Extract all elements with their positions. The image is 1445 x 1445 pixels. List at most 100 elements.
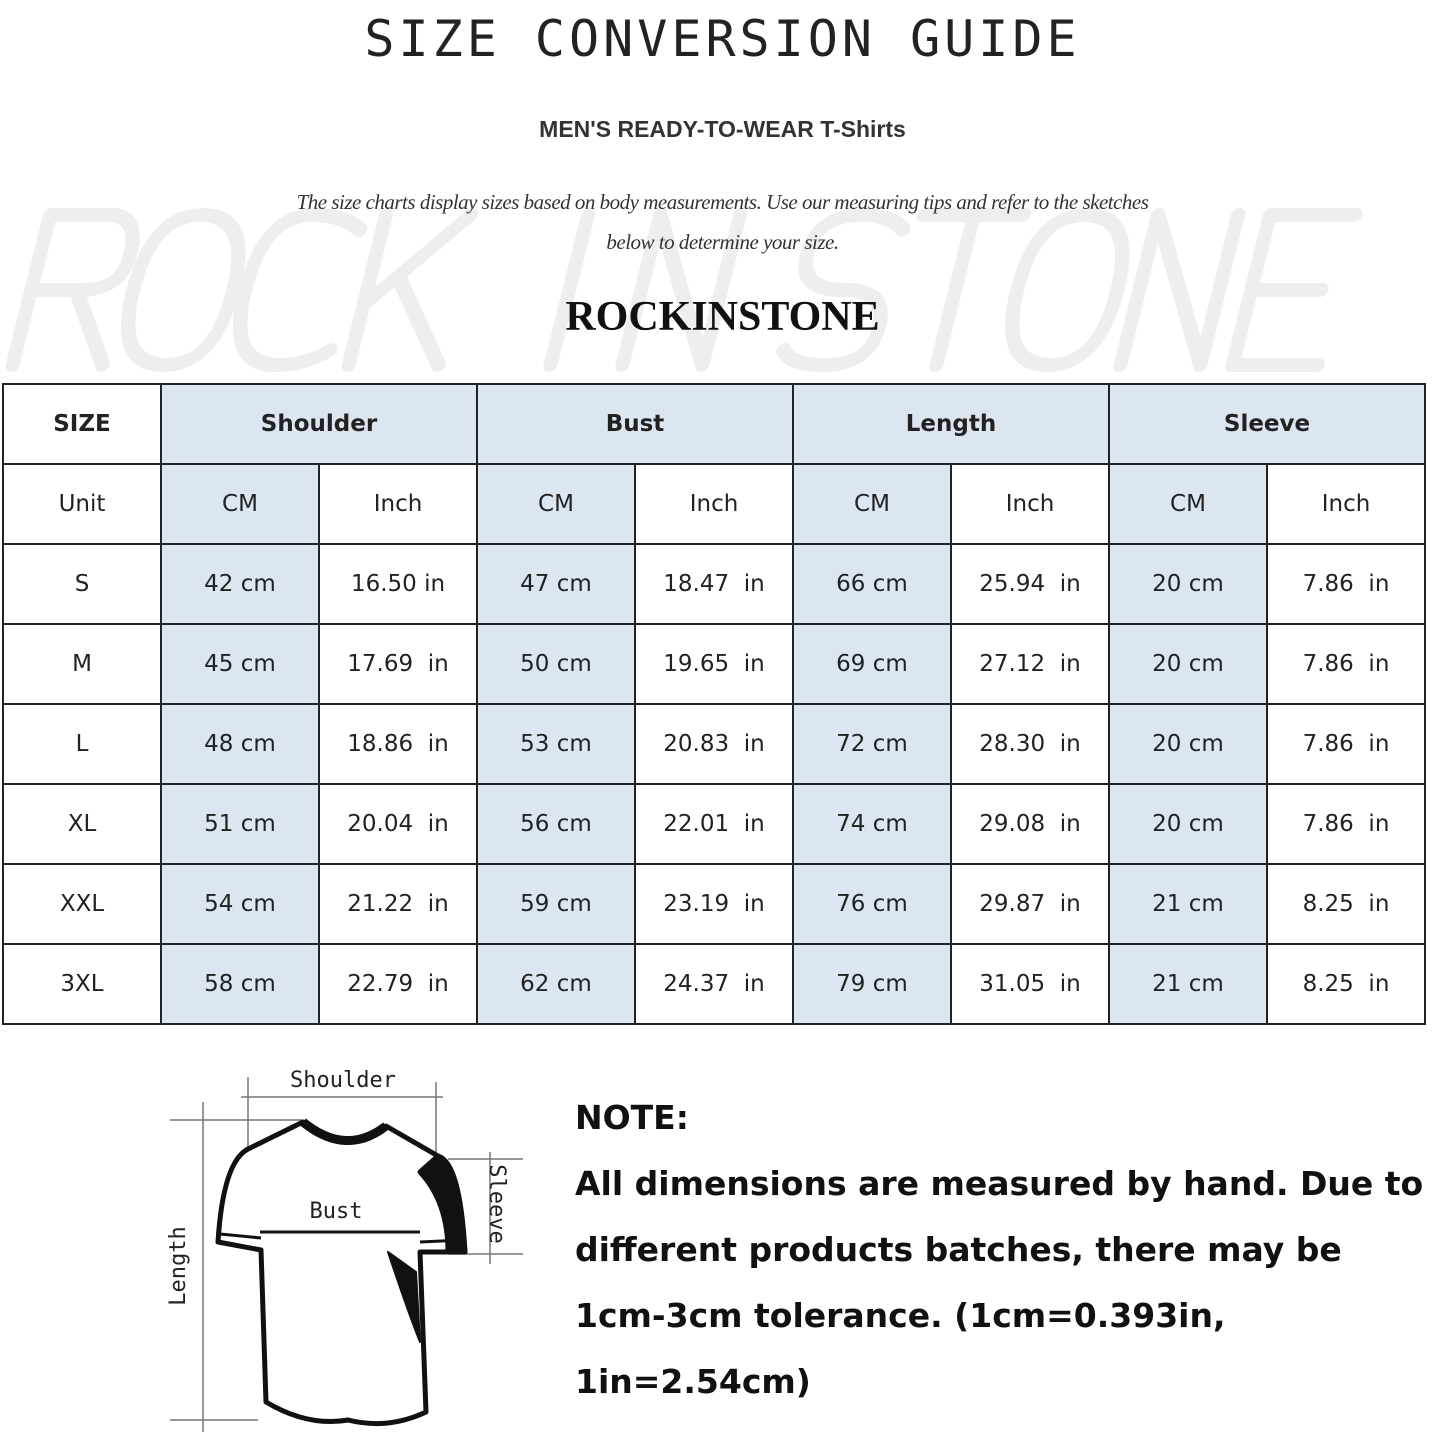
measurement-cell: 21.22 in xyxy=(318,863,478,945)
measurement-cell: 79 cm xyxy=(792,943,952,1025)
watermark-stroke xyxy=(543,208,596,372)
table-row: S 42 cm 16.50 in 47 cm 18.47 in 66 cm 25.94 in… xyxy=(2,543,1426,625)
measurement-cell: 8.25 in xyxy=(1266,863,1426,945)
table-row: XXL 54 cm 21.22 in 59 cm 23.19 in 76 cm 29.87 … xyxy=(2,863,1426,945)
measurement-cell: 22.79 in xyxy=(318,943,478,1025)
watermark-stroke xyxy=(233,208,368,372)
note-heading: NOTE: xyxy=(575,1098,689,1137)
unit-cell: Inch xyxy=(1266,463,1426,545)
measurement-cell: 7.86 in xyxy=(1266,623,1426,705)
measurement-cell: 72 cm xyxy=(792,703,952,785)
tshirt-measurement-diagram: Shoulder Bust Sleeve Length xyxy=(166,1068,523,1432)
subtitle: MEN'S READY-TO-WEAR T-Shirts xyxy=(539,116,906,142)
header-cell: Bust xyxy=(476,383,794,465)
watermark-stroke xyxy=(1113,208,1246,372)
measurement-cell: 17.69 in xyxy=(318,623,478,705)
header-cell: Sleeve xyxy=(1108,383,1426,465)
watermark-stroke xyxy=(1225,208,1363,372)
measurement-cell: 20 cm xyxy=(1108,623,1268,705)
header-cell: Shoulder xyxy=(160,383,478,465)
measurement-cell: 23.19 in xyxy=(634,863,794,945)
measurement-cell: 20.83 in xyxy=(634,703,794,785)
size-cell: XXL xyxy=(2,863,162,945)
watermark-stroke xyxy=(341,208,479,372)
measurement-cell: 58 cm xyxy=(160,943,320,1025)
unit-cell: CM xyxy=(160,463,320,545)
measurement-cell: 19.65 in xyxy=(634,623,794,705)
header-cell: SIZE xyxy=(2,383,162,465)
measurement-cell: 7.86 in xyxy=(1266,703,1426,785)
intro-text-line1: The size charts display sizes based on b… xyxy=(296,190,1149,214)
bust-label: Bust xyxy=(310,1199,363,1224)
unit-cell: Inch xyxy=(950,463,1110,545)
unit-cell: Inch xyxy=(634,463,794,545)
size-cell: M xyxy=(2,623,162,705)
note-line: different products batches, there may be xyxy=(575,1230,1342,1269)
measure-lines xyxy=(170,1077,523,1432)
measurement-cell: 42 cm xyxy=(160,543,320,625)
measurement-cell: 18.47 in xyxy=(634,543,794,625)
measurement-cell: 8.25 in xyxy=(1266,943,1426,1025)
measurement-cell: 29.87 in xyxy=(950,863,1110,945)
unit-cell: CM xyxy=(792,463,952,545)
table-row: M 45 cm 17.69 in 50 cm 19.65 in 69 cm 27.12 in… xyxy=(2,623,1426,705)
measurement-cell: 24.37 in xyxy=(634,943,794,1025)
measurement-cell: 7.86 in xyxy=(1266,543,1426,625)
measurement-cell: 50 cm xyxy=(476,623,636,705)
measurement-cell: 76 cm xyxy=(792,863,952,945)
shoulder-label: Shoulder xyxy=(290,1068,396,1093)
measurement-cell: 20 cm xyxy=(1108,783,1268,865)
measurement-cell: 25.94 in xyxy=(950,543,1110,625)
sleeve-label: Sleeve xyxy=(484,1164,509,1243)
measurement-cell: 69 cm xyxy=(792,623,952,705)
measurement-cell: 59 cm xyxy=(476,863,636,945)
measurement-cell: 54 cm xyxy=(160,863,320,945)
measurement-cell: 7.86 in xyxy=(1266,783,1426,865)
unit-cell: Inch xyxy=(318,463,478,545)
brand-name: ROCKINSTONE xyxy=(565,294,880,340)
size-cell: L xyxy=(2,703,162,785)
intro-text-line2: below to determine your size. xyxy=(606,230,839,254)
watermark-stroke xyxy=(776,208,911,372)
size-table: SIZE Shoulder Bust Length Sleeve Unit CM I… xyxy=(2,383,1426,1025)
measurement-cell: 51 cm xyxy=(160,783,320,865)
measurement-cell: 27.12 in xyxy=(950,623,1110,705)
unit-cell: CM xyxy=(1108,463,1268,545)
note-line: 1cm-3cm tolerance. (1cm=0.393in, 1in=2.5… xyxy=(575,1296,1226,1401)
unit-cell: Unit xyxy=(2,463,162,545)
size-cell: XL xyxy=(2,783,162,865)
measurement-cell: 48 cm xyxy=(160,703,320,785)
measurement-cell: 20 cm xyxy=(1108,543,1268,625)
unit-cell: CM xyxy=(476,463,636,545)
measurement-cell: 45 cm xyxy=(160,623,320,705)
measurement-cell: 29.08 in xyxy=(950,783,1110,865)
measurement-cell: 21 cm xyxy=(1108,863,1268,945)
table-row: XL 51 cm 20.04 in 56 cm 22.01 in 74 cm 29.08 i… xyxy=(2,783,1426,865)
watermark-stroke xyxy=(5,208,140,372)
measurement-cell: 31.05 in xyxy=(950,943,1110,1025)
measurement-cell: 20 cm xyxy=(1108,703,1268,785)
page-title: SIZE CONVERSION GUIDE xyxy=(364,10,1081,68)
measurement-cell: 16.50 in xyxy=(318,543,478,625)
measurement-cell: 53 cm xyxy=(476,703,636,785)
unit-row: Unit CM Inch CM Inch CM Inch CM Inch xyxy=(2,463,1426,545)
measurement-cell: 62 cm xyxy=(476,943,636,1025)
table-header-row: SIZE Shoulder Bust Length Sleeve xyxy=(2,383,1426,465)
tshirt-outline xyxy=(215,1118,468,1427)
measurement-cell: 22.01 in xyxy=(634,783,794,865)
measurement-cell: 28.30 in xyxy=(950,703,1110,785)
size-cell: S xyxy=(2,543,162,625)
length-label: Length xyxy=(166,1226,191,1305)
watermark-stroke xyxy=(121,208,246,372)
measurement-cell: 20.04 in xyxy=(318,783,478,865)
watermark-stroke xyxy=(1005,208,1130,372)
measurement-cell: 56 cm xyxy=(476,783,636,865)
measurement-cell: 47 cm xyxy=(476,543,636,625)
table-row: L 48 cm 18.86 in 53 cm 20.83 in 72 cm 28.30 in… xyxy=(2,703,1426,785)
watermark-logo xyxy=(5,208,1363,372)
watermark-stroke xyxy=(615,208,748,372)
measurement-cell: 74 cm xyxy=(792,783,952,865)
note-line: All dimensions are measured by hand. Due… xyxy=(575,1164,1424,1203)
measurement-cell: 21 cm xyxy=(1108,943,1268,1025)
measurement-cell: 18.86 in xyxy=(318,703,478,785)
